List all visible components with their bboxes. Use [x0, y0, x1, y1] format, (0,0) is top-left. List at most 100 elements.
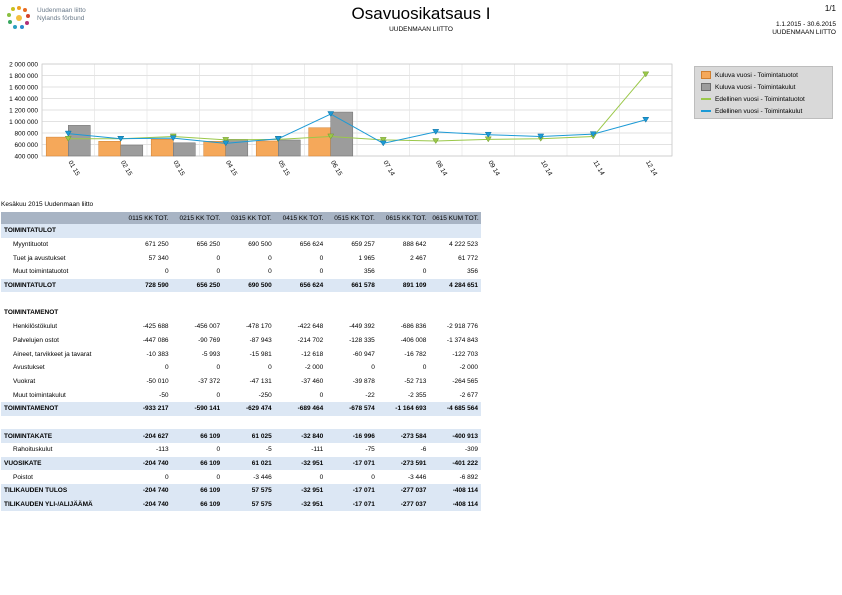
- value-cell: -16 996: [326, 429, 378, 443]
- value-cell: 0: [268, 254, 272, 262]
- value-cell: [429, 292, 481, 306]
- x-tick-label: 07 14: [382, 160, 396, 178]
- value-cell: 356: [363, 268, 375, 276]
- value-cell: 0: [216, 364, 221, 372]
- row-label: [1, 292, 120, 306]
- table-row: TILIKAUDEN TULOS -204 740 66 109 57 575 -32 …: [1, 484, 481, 498]
- report-title: Osavuosikatsaus I: [351, 4, 491, 23]
- monthly-chart: 2 000 000 1 800 000 1 600 000 1 400 000 1 20…: [9, 62, 673, 178]
- x-tick-label: 06 15: [329, 160, 343, 178]
- line-marker: [432, 138, 440, 145]
- value-cell: 0: [164, 473, 169, 481]
- legend-label-series2: Kuluva vuosi - Toimintakulut: [715, 83, 796, 91]
- value-cell: 0: [216, 446, 221, 454]
- value-cell: -401 222: [429, 456, 481, 471]
- x-tick-label: 11 14: [592, 160, 606, 178]
- value-cell: 656 250: [171, 278, 224, 293]
- value-cell: [429, 224, 481, 238]
- bar: [68, 125, 91, 157]
- value-cell: -6 892: [459, 473, 478, 481]
- table-row: TOIMINTAMENOT -933 217 -590 141 -629 474 -68…: [1, 401, 481, 416]
- row-label: Poistot: [13, 473, 33, 481]
- value-cell: 356: [467, 268, 478, 276]
- x-tick-label: 01 15: [67, 160, 81, 178]
- logo-icon: [7, 6, 30, 29]
- x-tick-label: 08 14: [434, 160, 448, 178]
- value-cell: 0: [319, 254, 324, 262]
- x-tick-label: 02 15: [119, 160, 133, 178]
- y-tick-label: 1 800 000: [9, 73, 38, 80]
- value-cell: -22: [365, 391, 375, 399]
- value-cell: [223, 416, 275, 430]
- value-cell: 66 109: [171, 456, 224, 471]
- x-tick-label: 09 14: [487, 160, 501, 178]
- value-cell: 0: [164, 364, 169, 372]
- organization-logo: Uudenmaan liitto Nylands förbund: [5, 4, 115, 32]
- table-row: Henkilöstökulut -425 688 -456 007 -478 170 -…: [1, 320, 481, 334]
- value-cell: [120, 306, 172, 320]
- value-cell: -122 703: [452, 350, 478, 358]
- column-header: 0615 KUM TOT.: [429, 212, 481, 224]
- spacer-row: [1, 292, 481, 306]
- table-row: Palvelujen ostot -447 086 -90 769 -87 943 -2…: [1, 334, 481, 348]
- value-cell: -689 464: [274, 401, 327, 416]
- row-label: Vuokrat: [13, 377, 36, 385]
- value-cell: [429, 416, 481, 430]
- value-cell: 0: [216, 391, 221, 399]
- value-cell: -16 782: [404, 350, 427, 358]
- bar: [45, 136, 69, 157]
- spacer-row: [1, 416, 481, 430]
- legend-item-series1: Kuluva vuosi - Toimintatuotot: [701, 70, 798, 80]
- value-cell: [275, 416, 327, 430]
- value-cell: -32 840: [274, 429, 327, 443]
- value-cell: -456 007: [194, 323, 221, 331]
- row-label: Rahoituskulut: [13, 446, 53, 454]
- column-header: 0315 KK TOT.: [223, 212, 275, 224]
- value-cell: -15 981: [249, 350, 272, 358]
- value-cell: -12 618: [301, 350, 324, 358]
- row-label: Palvelujen ostot: [13, 336, 59, 344]
- value-cell: -5 993: [201, 350, 221, 358]
- line-marker: [117, 136, 125, 142]
- value-cell: -273 584: [377, 429, 430, 443]
- value-cell: 891 109: [377, 278, 430, 293]
- row-label: TOIMINTAMENOT: [4, 309, 59, 317]
- column-header: 0215 KK TOT.: [171, 212, 224, 224]
- value-cell: [326, 306, 378, 320]
- value-cell: -2 918 776: [446, 323, 478, 331]
- value-cell: -214 702: [297, 336, 324, 344]
- bar: [255, 140, 279, 157]
- y-tick-label: 2 000 000: [9, 62, 38, 69]
- table-row: Poistot 0 0 -3 446 0 0 -3 446 -6 892: [1, 470, 481, 484]
- value-cell: -264 565: [452, 377, 478, 385]
- value-cell: [378, 416, 430, 430]
- value-cell: -50 010: [146, 377, 169, 385]
- row-label: TOIMINTATULOT: [1, 224, 120, 238]
- line-marker: [169, 135, 177, 142]
- value-cell: 656 624: [299, 241, 324, 249]
- value-cell: 690 500: [223, 278, 275, 293]
- value-cell: [223, 224, 275, 238]
- value-cell: [429, 306, 481, 320]
- value-cell: 66 109: [171, 429, 224, 443]
- value-cell: -2 355: [407, 391, 427, 399]
- row-label: Muut toimintakulut: [13, 391, 66, 399]
- value-cell: -447 086: [142, 336, 169, 344]
- value-cell: [223, 306, 275, 320]
- value-cell: 0: [216, 268, 221, 276]
- value-cell: [275, 306, 327, 320]
- row-label: TOIMINTAKATE: [1, 429, 120, 443]
- value-cell: 57 575: [223, 497, 275, 512]
- value-cell: [326, 292, 378, 306]
- value-cell: 0: [371, 364, 375, 372]
- line-marker: [642, 71, 650, 78]
- legend-item-series4: Edellinen vuosi - Toimintakulut: [701, 106, 802, 116]
- value-cell: -1 374 843: [446, 336, 478, 344]
- value-cell: [172, 292, 224, 306]
- y-tick-label: 1 000 000: [9, 119, 38, 126]
- value-cell: 0: [268, 364, 272, 372]
- value-cell: -2 677: [459, 391, 478, 399]
- legend-item-series2: Kuluva vuosi - Toimintakulut: [701, 82, 795, 92]
- value-cell: -52 713: [404, 377, 427, 385]
- value-cell: 66 109: [171, 484, 224, 498]
